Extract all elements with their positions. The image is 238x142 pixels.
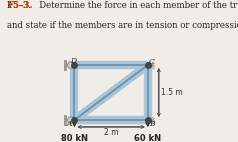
Text: 1.5 m: 1.5 m xyxy=(161,88,183,97)
Text: C: C xyxy=(149,58,154,66)
Bar xyxy=(64,60,66,70)
Circle shape xyxy=(67,117,74,123)
Circle shape xyxy=(67,62,74,68)
Text: 2 m: 2 m xyxy=(104,128,118,137)
Text: B: B xyxy=(149,120,154,128)
Text: F5–3.   Determine the force in each member of the truss: F5–3. Determine the force in each member… xyxy=(7,1,238,10)
Bar xyxy=(64,115,66,125)
Text: F5–3.: F5–3. xyxy=(7,1,33,10)
Text: and state if the members are in tension or compression.: and state if the members are in tension … xyxy=(7,21,238,30)
Text: A: A xyxy=(67,120,72,128)
Text: 60 kN: 60 kN xyxy=(134,134,161,142)
Text: D: D xyxy=(70,57,76,65)
Text: 80 kN: 80 kN xyxy=(61,134,88,142)
